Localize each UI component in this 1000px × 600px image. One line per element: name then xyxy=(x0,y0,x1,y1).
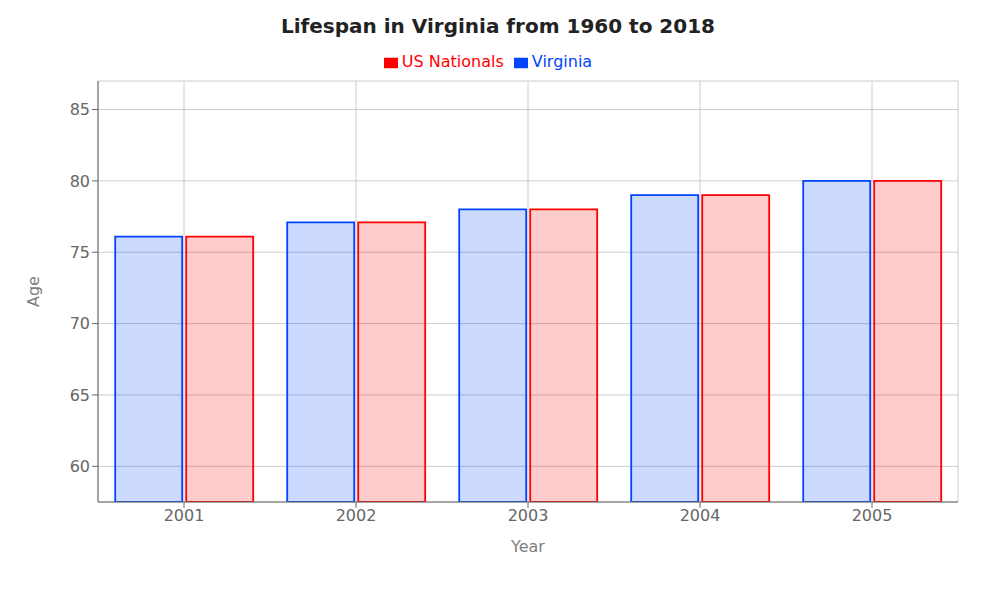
svg-text:2001: 2001 xyxy=(164,506,205,525)
svg-text:75: 75 xyxy=(70,243,90,262)
html-text:Virginia: Virginia xyxy=(531,52,593,71)
svg-text:2002: 2002 xyxy=(336,506,377,525)
html-text:US Nationals: US Nationals xyxy=(401,52,504,71)
html-text:Lifespan in Virginia from 1960: Lifespan in Virginia from 1960 to 2018 xyxy=(281,14,715,38)
svg-text:Year: Year xyxy=(510,537,545,556)
svg-text:2003: 2003 xyxy=(508,506,549,525)
svg-text:2004: 2004 xyxy=(680,506,721,525)
svg-text:65: 65 xyxy=(70,386,90,405)
svg-text:Age: Age xyxy=(24,276,43,307)
svg-text:2005: 2005 xyxy=(852,506,893,525)
svg-text:70: 70 xyxy=(70,314,90,333)
svg-text:85: 85 xyxy=(70,100,90,119)
svg-text:60: 60 xyxy=(70,457,90,476)
svg-text:80: 80 xyxy=(70,172,90,191)
